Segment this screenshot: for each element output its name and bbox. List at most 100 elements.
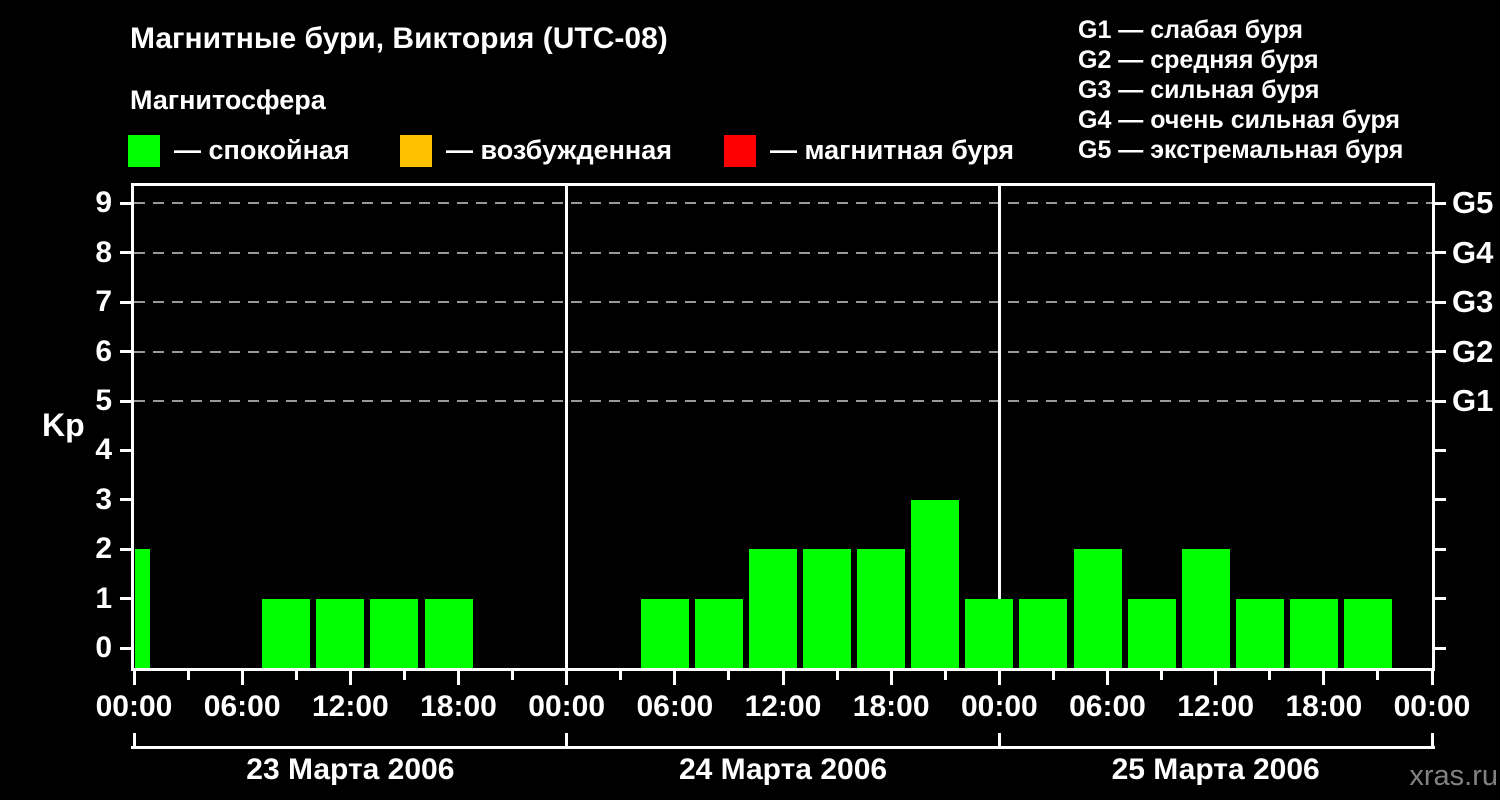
page-title: Магнитные бури, Виктория (UTC-08): [130, 22, 668, 55]
y-axis-tick-left: [120, 597, 131, 601]
y-tick-label-6: 6: [95, 334, 112, 368]
x-tick-label: 18:00: [1285, 690, 1363, 723]
storm-scale-item-g1: G1 — слабая буря: [1078, 16, 1304, 44]
legend-item-quiet: — спокойная: [128, 134, 350, 167]
day-separator-line: [565, 186, 569, 668]
x-axis-tick: [1322, 671, 1326, 685]
y-axis-tick-right: [1435, 300, 1446, 304]
x-axis-tick: [1106, 671, 1109, 685]
kp-bar: [1343, 598, 1392, 668]
x-axis-tick: [294, 671, 298, 680]
g-scale-label-g3: G3: [1452, 284, 1494, 320]
x-axis-tick: [348, 671, 352, 685]
y-axis-tick-left: [120, 547, 131, 551]
x-axis-tick: [457, 671, 460, 685]
kp-bar: [1019, 598, 1068, 668]
x-axis-tick: [727, 671, 731, 680]
day-separator-line: [997, 186, 1001, 668]
x-tick-label: 12:00: [744, 690, 822, 723]
kp-bar: [803, 549, 852, 668]
kp-bar: [694, 598, 743, 668]
y-axis-tick-right: [1435, 547, 1446, 551]
x-tick-label: 06:00: [203, 690, 281, 723]
x-axis-tick: [1051, 671, 1055, 680]
date-axis-line: [131, 746, 1435, 749]
gridline-kp5: [134, 400, 1432, 402]
y-tick-label-1: 1: [95, 581, 112, 615]
x-axis-tick: [511, 671, 515, 680]
y-axis-tick-left: [120, 350, 131, 354]
x-axis-tick: [619, 671, 623, 680]
chart-subtitle: Магнитосфера: [130, 85, 326, 115]
plot-inner-area: [134, 186, 1432, 668]
kp-bar: [424, 598, 473, 668]
date-axis-tick: [132, 733, 136, 748]
y-tick-label-8: 8: [95, 235, 112, 269]
excited-color-swatch: [400, 134, 432, 167]
y-axis-tick-left: [120, 646, 131, 650]
kp-bar: [965, 598, 1014, 668]
x-tick-label: 00:00: [528, 690, 606, 723]
x-tick-label: 00:00: [95, 690, 173, 723]
x-tick-label: 06:00: [636, 690, 714, 723]
kp-bar: [1289, 598, 1338, 668]
quiet-color-swatch: [128, 134, 160, 167]
x-tick-label: 00:00: [960, 690, 1038, 723]
y-tick-label-7: 7: [95, 285, 112, 319]
y-axis-tick-left: [120, 300, 131, 304]
y-axis-tick-left: [120, 201, 131, 205]
y-axis-tick-right: [1435, 251, 1446, 255]
kp-bar: [1181, 549, 1230, 668]
x-axis-tick: [1430, 671, 1434, 685]
x-axis-tick: [835, 671, 839, 680]
x-tick-label: 18:00: [852, 690, 930, 723]
g-scale-label-g5: G5: [1452, 185, 1494, 221]
g-scale-label-g2: G2: [1452, 333, 1494, 369]
legend-item-excited: — возбужденная: [400, 134, 672, 167]
x-axis-tick: [1376, 671, 1380, 680]
legend-item-storm: — магнитная буря: [724, 134, 1014, 167]
x-axis-tick: [240, 671, 244, 685]
y-axis-tick-left: [120, 399, 131, 403]
y-axis-tick-left: [120, 498, 131, 502]
legend-label-excited: — возбужденная: [446, 135, 672, 165]
kp-bar: [316, 598, 365, 668]
kp-bar: [262, 598, 311, 668]
storm-scale-item-g5: G5 — экстремальная буря: [1078, 136, 1404, 164]
x-axis-tick: [565, 671, 569, 685]
legend-label-storm: — магнитная буря: [770, 135, 1014, 165]
y-axis-tick-right: [1435, 201, 1446, 205]
x-axis-tick: [132, 671, 136, 685]
legend-label-quiet: — спокойная: [174, 135, 350, 165]
x-axis-tick: [402, 671, 406, 680]
kp-bar: [857, 549, 906, 668]
watermark: xras.ru: [1409, 760, 1498, 792]
kp-bar-partial: [135, 549, 150, 668]
x-axis-tick: [943, 671, 947, 680]
kp-bar: [370, 598, 419, 668]
x-axis-tick: [1214, 671, 1218, 685]
y-axis-tick-right: [1435, 498, 1446, 502]
y-axis-tick-right: [1435, 646, 1446, 650]
x-axis-tick: [673, 671, 677, 685]
g-scale-label-g4: G4: [1452, 234, 1494, 270]
y-axis-tick-right: [1435, 597, 1446, 601]
x-tick-label: 06:00: [1069, 690, 1146, 723]
storm-scale-legend: G1 — слабая буря G2 — средняя буря G3 — …: [1078, 15, 1403, 165]
storm-scale-item-g2: G2 — средняя буря: [1078, 46, 1319, 74]
y-axis-tick-right: [1435, 448, 1446, 452]
date-axis-tick: [1430, 733, 1434, 748]
gridline-kp7: [134, 301, 1432, 304]
x-axis-tick: [1160, 671, 1164, 680]
x-axis-tick: [781, 671, 785, 685]
y-axis-tick-right: [1435, 399, 1446, 403]
y-axis-tick-left: [120, 251, 131, 255]
kp-bar: [640, 598, 689, 668]
y-tick-label-2: 2: [95, 532, 112, 566]
x-tick-label: 12:00: [1177, 690, 1255, 723]
date-label: 23 Марта 2006: [246, 753, 455, 786]
x-tick-label: 18:00: [420, 690, 497, 723]
storm-scale-item-g4: G4 — очень сильная буря: [1078, 106, 1400, 134]
kp-bar: [911, 499, 960, 668]
